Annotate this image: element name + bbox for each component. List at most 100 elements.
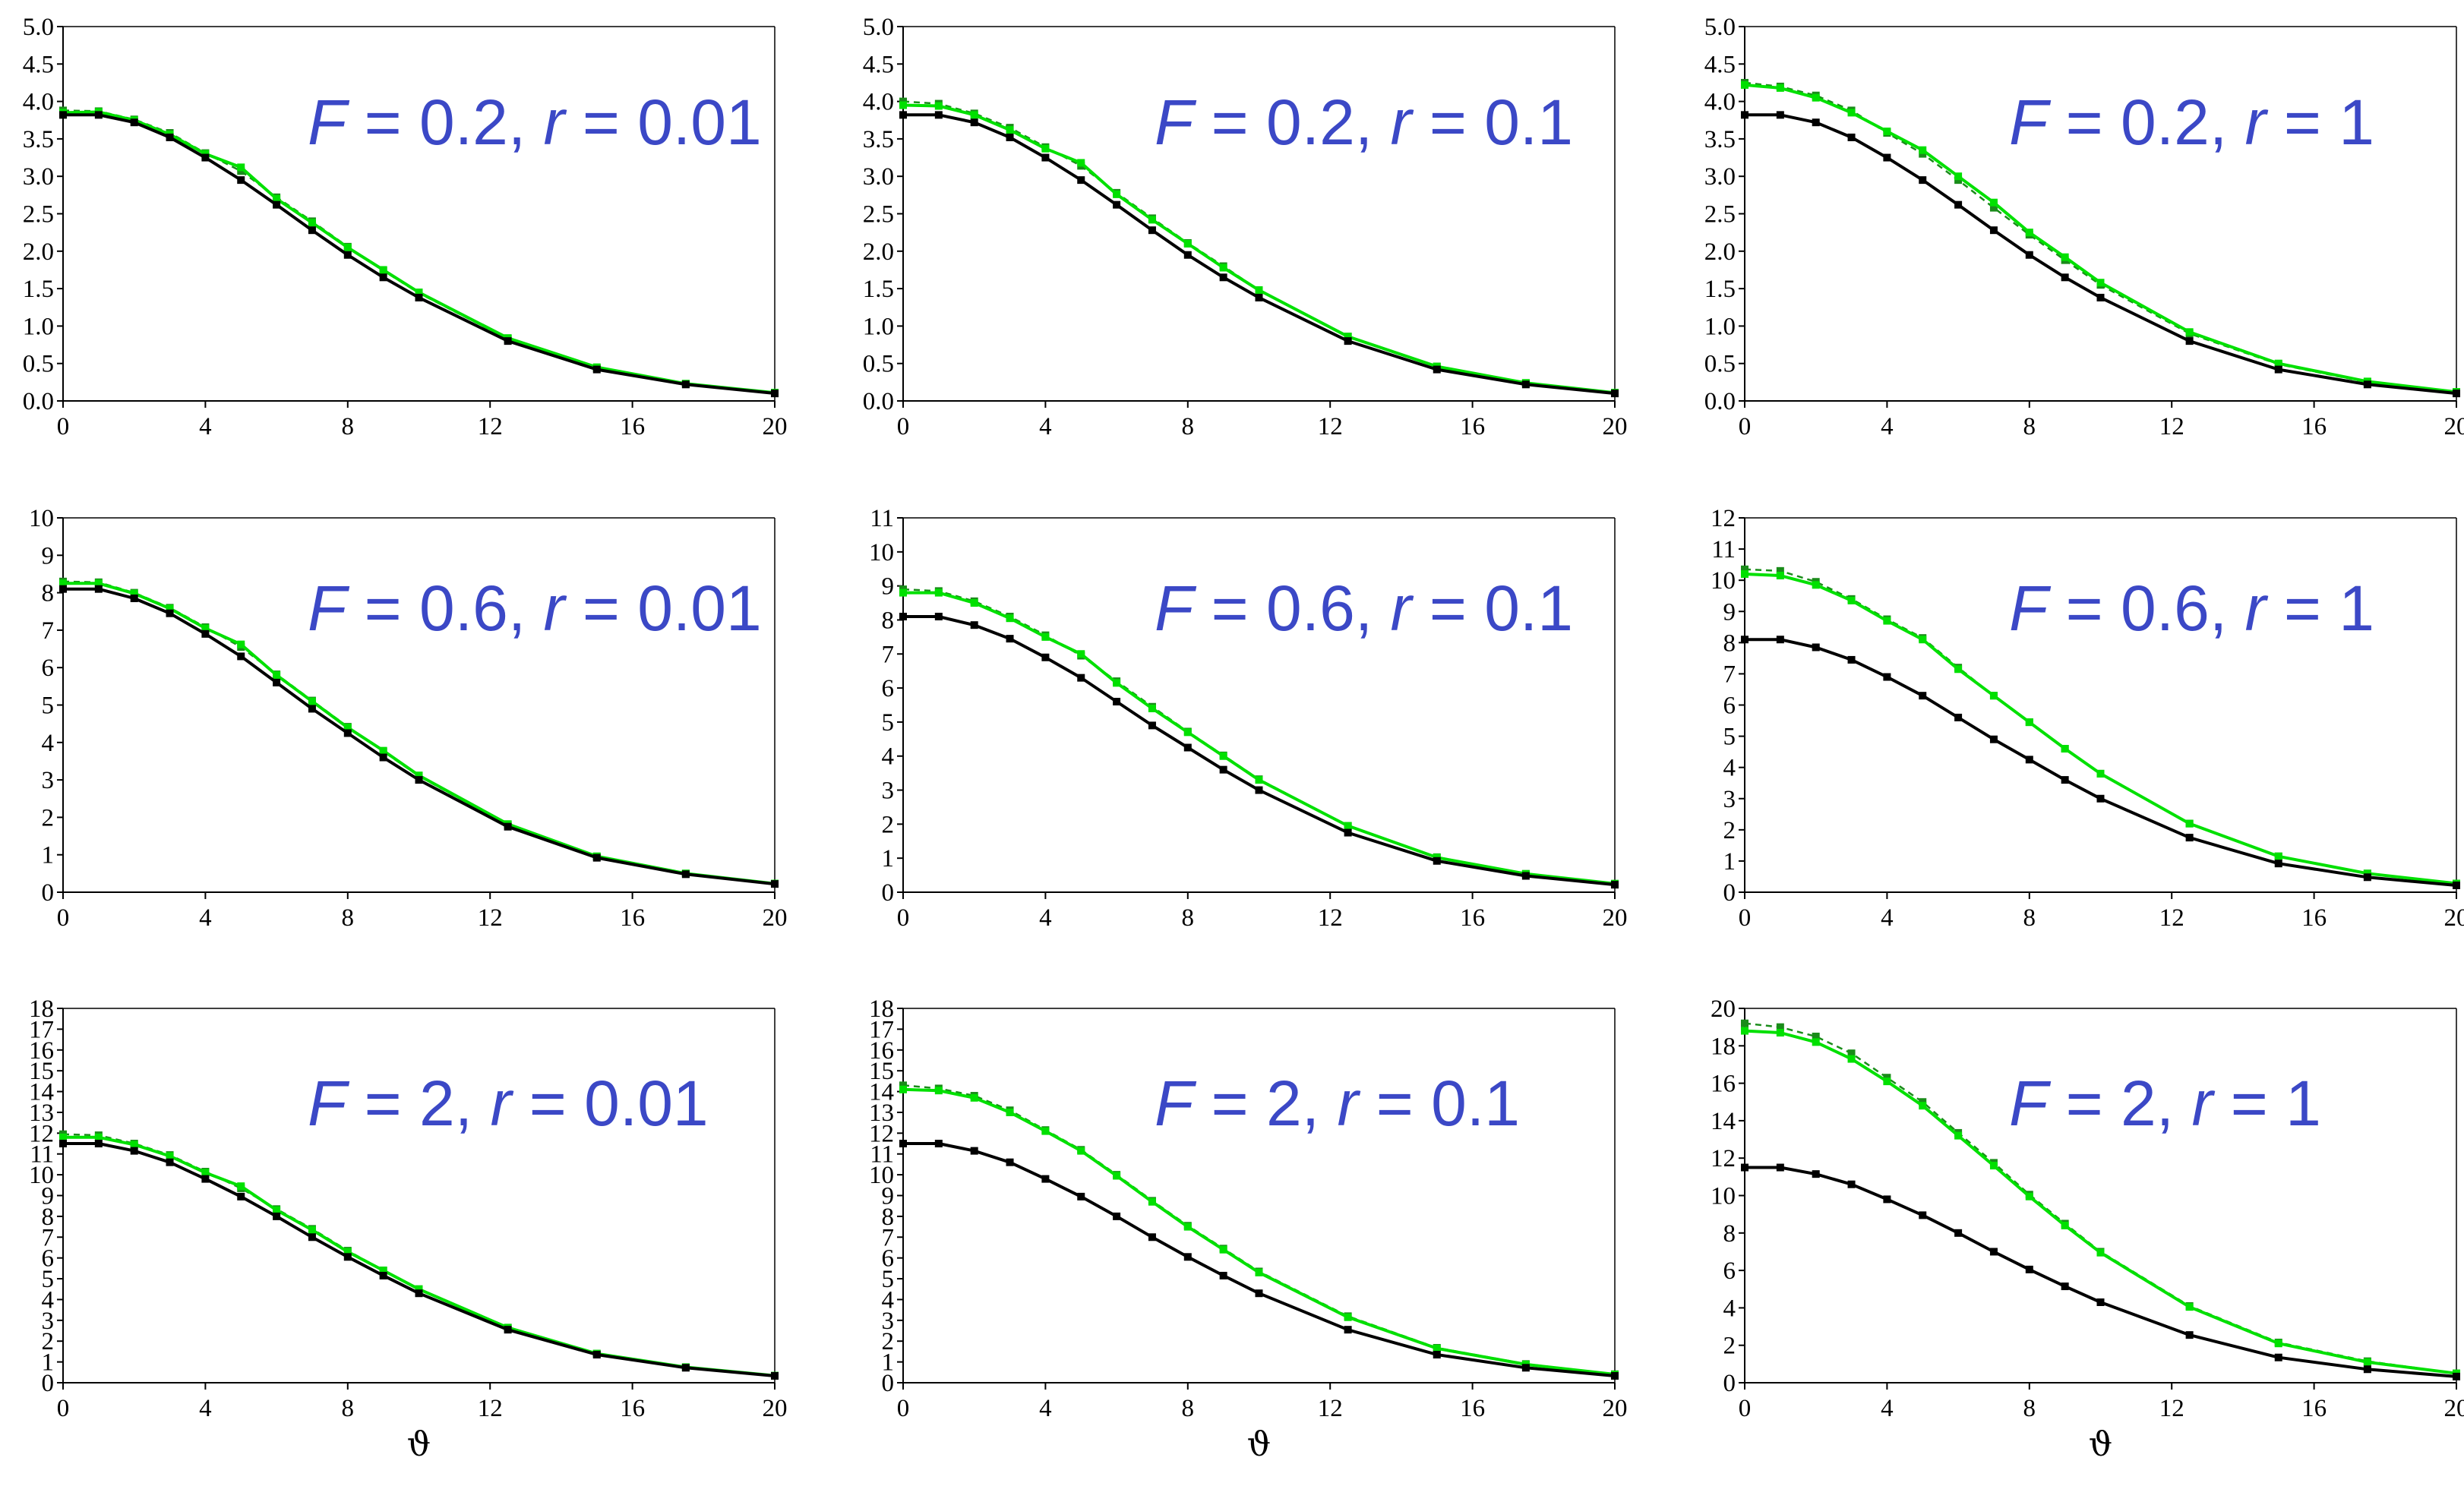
data-point-green (2061, 1221, 2069, 1229)
annotation-title_F: F (1155, 1068, 1197, 1139)
data-point-black (504, 822, 512, 831)
data-point-green (1776, 84, 1784, 92)
y-tick-label: 15 (869, 1058, 894, 1085)
y-tick-label: 3.0 (23, 163, 54, 191)
data-point-green (273, 194, 281, 203)
y-tick-label: 4.5 (1704, 51, 1736, 78)
data-point-green (1883, 1077, 1891, 1086)
data-point-black (1255, 293, 1263, 301)
annotation-title_r: r (2245, 87, 2269, 158)
y-tick-label: 10 (869, 539, 894, 566)
data-point-black (1006, 1158, 1014, 1166)
data-point-black (130, 1147, 138, 1155)
data-point-black (1148, 226, 1156, 235)
data-point-black (2025, 1265, 2033, 1273)
data-point-black (1433, 857, 1441, 865)
data-point-green (1847, 1055, 1856, 1063)
data-point-green (130, 1141, 138, 1149)
x-tick-label: 4 (1881, 1395, 1894, 1422)
panel-annotation: F = 0.2, r = 0.1 (1155, 87, 1573, 158)
x-tick-label: 12 (2159, 904, 2184, 932)
data-point-black (2453, 390, 2460, 398)
data-point-black (2185, 1331, 2194, 1339)
data-point-black (1812, 1170, 1820, 1178)
y-tick-label: 3 (1723, 786, 1736, 813)
data-point-green (2096, 1248, 2105, 1257)
data-point-black (771, 390, 779, 398)
x-tick-label: 16 (2301, 413, 2327, 440)
data-point-black (1521, 1364, 1530, 1372)
y-tick-label: 2 (1723, 1333, 1736, 1360)
data-point-green (1989, 692, 1998, 700)
data-point-green (1183, 1223, 1192, 1231)
y-tick-label: 14 (29, 1079, 54, 1106)
y-tick-label: 5 (882, 709, 895, 737)
y-tick-label: 2.5 (863, 201, 894, 229)
data-point-black (1219, 1271, 1227, 1279)
x-tick-label: 12 (1318, 413, 1343, 440)
data-point-black (1041, 1175, 1050, 1183)
data-point-green (1989, 198, 1998, 207)
annotation-title_eq1: = 0.6, (346, 573, 543, 644)
data-point-green (415, 289, 423, 297)
data-point-black (2274, 860, 2282, 868)
data-point-green (1989, 1162, 1998, 1170)
y-tick-label: 11 (870, 505, 894, 532)
data-point-black (1847, 655, 1856, 664)
data-point-green (2185, 328, 2194, 336)
data-point-black (1812, 643, 1820, 652)
data-point-green (899, 101, 907, 109)
y-tick-label: 16 (1711, 1071, 1736, 1098)
data-point-green (166, 1152, 174, 1160)
y-tick-label: 11 (30, 1141, 54, 1169)
annotation-title_F: F (2009, 1068, 2052, 1139)
data-point-green (1183, 728, 1192, 737)
series-line-black (903, 1142, 1616, 1377)
panel-p2: 0.0 0.5 1.0 1.5 2.0 2.5 3.0 3.5 4.0 4.5 5.0 0 4 8 12 16… (863, 14, 1628, 440)
data-point-green (1919, 1102, 1927, 1110)
data-point-green (2096, 769, 2105, 778)
data-point-black (1919, 1211, 1927, 1219)
annotation-title_r: r (2245, 573, 2269, 644)
data-point-black (1741, 111, 1748, 119)
y-tick-label: 5.0 (863, 14, 894, 41)
data-point-green (1006, 614, 1014, 623)
y-tick-label: 7 (1723, 661, 1736, 688)
data-point-green (379, 1267, 387, 1275)
data-point-black (1344, 337, 1352, 345)
y-tick-label: 5 (882, 1266, 895, 1293)
y-tick-label: 6 (882, 1245, 895, 1273)
data-point-green (1954, 665, 1963, 674)
data-point-green (899, 588, 907, 597)
data-point-black (166, 1158, 174, 1166)
y-tick-label: 18 (869, 995, 894, 1023)
y-tick-label: 10 (29, 1162, 54, 1189)
y-tick-label: 12 (29, 1120, 54, 1147)
series-line-black (903, 615, 1616, 887)
y-tick-label: 0 (882, 879, 895, 907)
x-axis-label: ϑ (407, 1425, 431, 1464)
data-point-black (1148, 721, 1156, 730)
data-point-black (379, 273, 387, 282)
y-tick-label: 1.0 (863, 313, 894, 340)
data-point-green (1183, 239, 1192, 248)
y-tick-label: 0 (1723, 1370, 1736, 1397)
y-tick-label: 4.0 (1704, 89, 1736, 116)
annotation-title_eq1: = 2, (1193, 1068, 1337, 1139)
y-tick-label: 4.5 (23, 51, 54, 78)
y-tick-label: 11 (1711, 536, 1736, 563)
y-tick-label: 0.0 (23, 388, 54, 415)
x-tick-label: 20 (2444, 1395, 2464, 1422)
data-point-green (415, 771, 423, 780)
panel-annotation: F = 2, r = 1 (2009, 1068, 2321, 1139)
data-point-green (970, 111, 978, 119)
data-point-black (970, 621, 978, 629)
series-line-black (1745, 638, 2457, 887)
y-tick-label: 14 (1711, 1108, 1736, 1135)
annotation-title_F: F (2009, 87, 2052, 158)
annotation-title_F: F (2009, 573, 2052, 644)
data-point-black (2185, 337, 2194, 345)
y-tick-label: 7 (882, 1224, 895, 1251)
